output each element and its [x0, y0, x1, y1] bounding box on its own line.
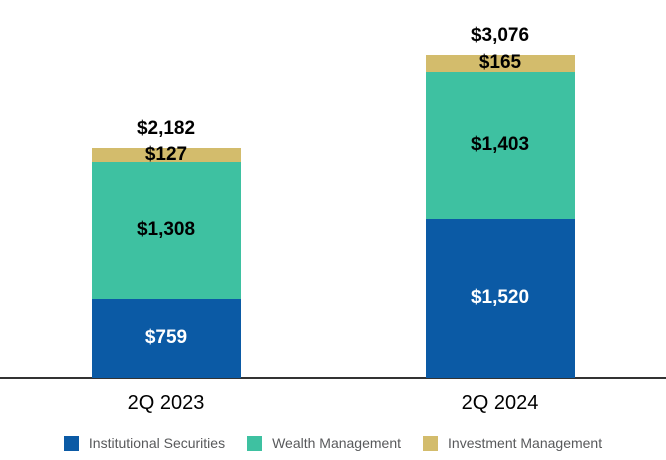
legend-label-investment-management: Investment Management — [448, 435, 603, 451]
legend-item-institutional-securities: Institutional Securities — [63, 435, 226, 451]
bar-segment-investment-management-2q-2024 — [425, 54, 575, 72]
segment-value-label-institutional-securities-2q-2024: $1,520 — [470, 287, 530, 309]
segment-value-label-wealth-management-2q-2024: $1,403 — [470, 134, 530, 156]
legend-label-wealth-management: Wealth Management — [272, 435, 402, 451]
legend-label-institutional-securities: Institutional Securities — [88, 435, 226, 451]
legend-item-investment-management: Investment Management — [423, 435, 602, 451]
legend-swatch-wealth-management-icon — [247, 435, 263, 451]
legend-swatch-investment-management-icon — [423, 435, 439, 451]
segment-value-label-investment-management-2q-2023: $127 — [144, 143, 188, 165]
bar-segment-investment-management-2q-2023 — [91, 148, 241, 162]
x-axis-label-2q-2023: 2Q 2023 — [127, 392, 205, 414]
legend-item-wealth-management: Wealth Management — [247, 435, 401, 451]
x-axis-label-2q-2024: 2Q 2024 — [461, 392, 539, 414]
chart-legend: Institutional Securities Wealth Manageme… — [0, 435, 666, 451]
segment-value-label-institutional-securities-2q-2023: $759 — [144, 327, 188, 349]
bar-segment-wealth-management-2q-2024 — [425, 72, 575, 219]
bar-segment-wealth-management-2q-2023 — [91, 161, 241, 299]
bar-segment-institutional-securities-2q-2023 — [91, 298, 241, 378]
legend-swatch-institutional-securities-icon — [63, 435, 79, 451]
total-value-label-2q-2024: $3,076 — [470, 24, 530, 46]
segment-value-label-wealth-management-2q-2023: $1,308 — [136, 219, 196, 241]
segment-value-label-investment-management-2q-2024: $165 — [478, 52, 522, 74]
x-axis-line — [0, 377, 666, 379]
bar-segment-institutional-securities-2q-2024 — [425, 218, 575, 378]
total-value-label-2q-2023: $2,182 — [136, 118, 196, 140]
